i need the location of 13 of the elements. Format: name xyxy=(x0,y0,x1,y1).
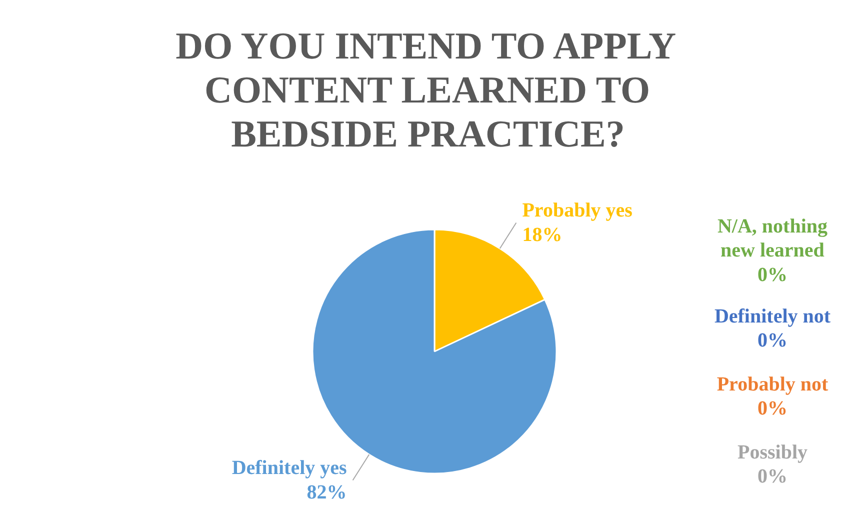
slice-label: Probably yes xyxy=(522,200,633,222)
category-label: Definitely not xyxy=(714,306,831,328)
data-label: 82% xyxy=(306,481,347,504)
text: 0% xyxy=(758,264,788,286)
category-label: Probably not xyxy=(716,374,828,396)
data-label: 18% xyxy=(522,224,562,246)
text: 0% xyxy=(758,466,788,488)
text: 0% xyxy=(758,398,788,420)
slice-label: Definitely yes xyxy=(232,457,348,480)
chart-title: DO YOU INTEND TO APPLY CONTENT LEARNED TO BEDSIDE PRACTICE? xyxy=(176,26,676,156)
category-label: N/A, nothing new learned xyxy=(717,216,828,262)
category-label: Possibly xyxy=(737,442,808,464)
text: 0% xyxy=(758,330,788,352)
